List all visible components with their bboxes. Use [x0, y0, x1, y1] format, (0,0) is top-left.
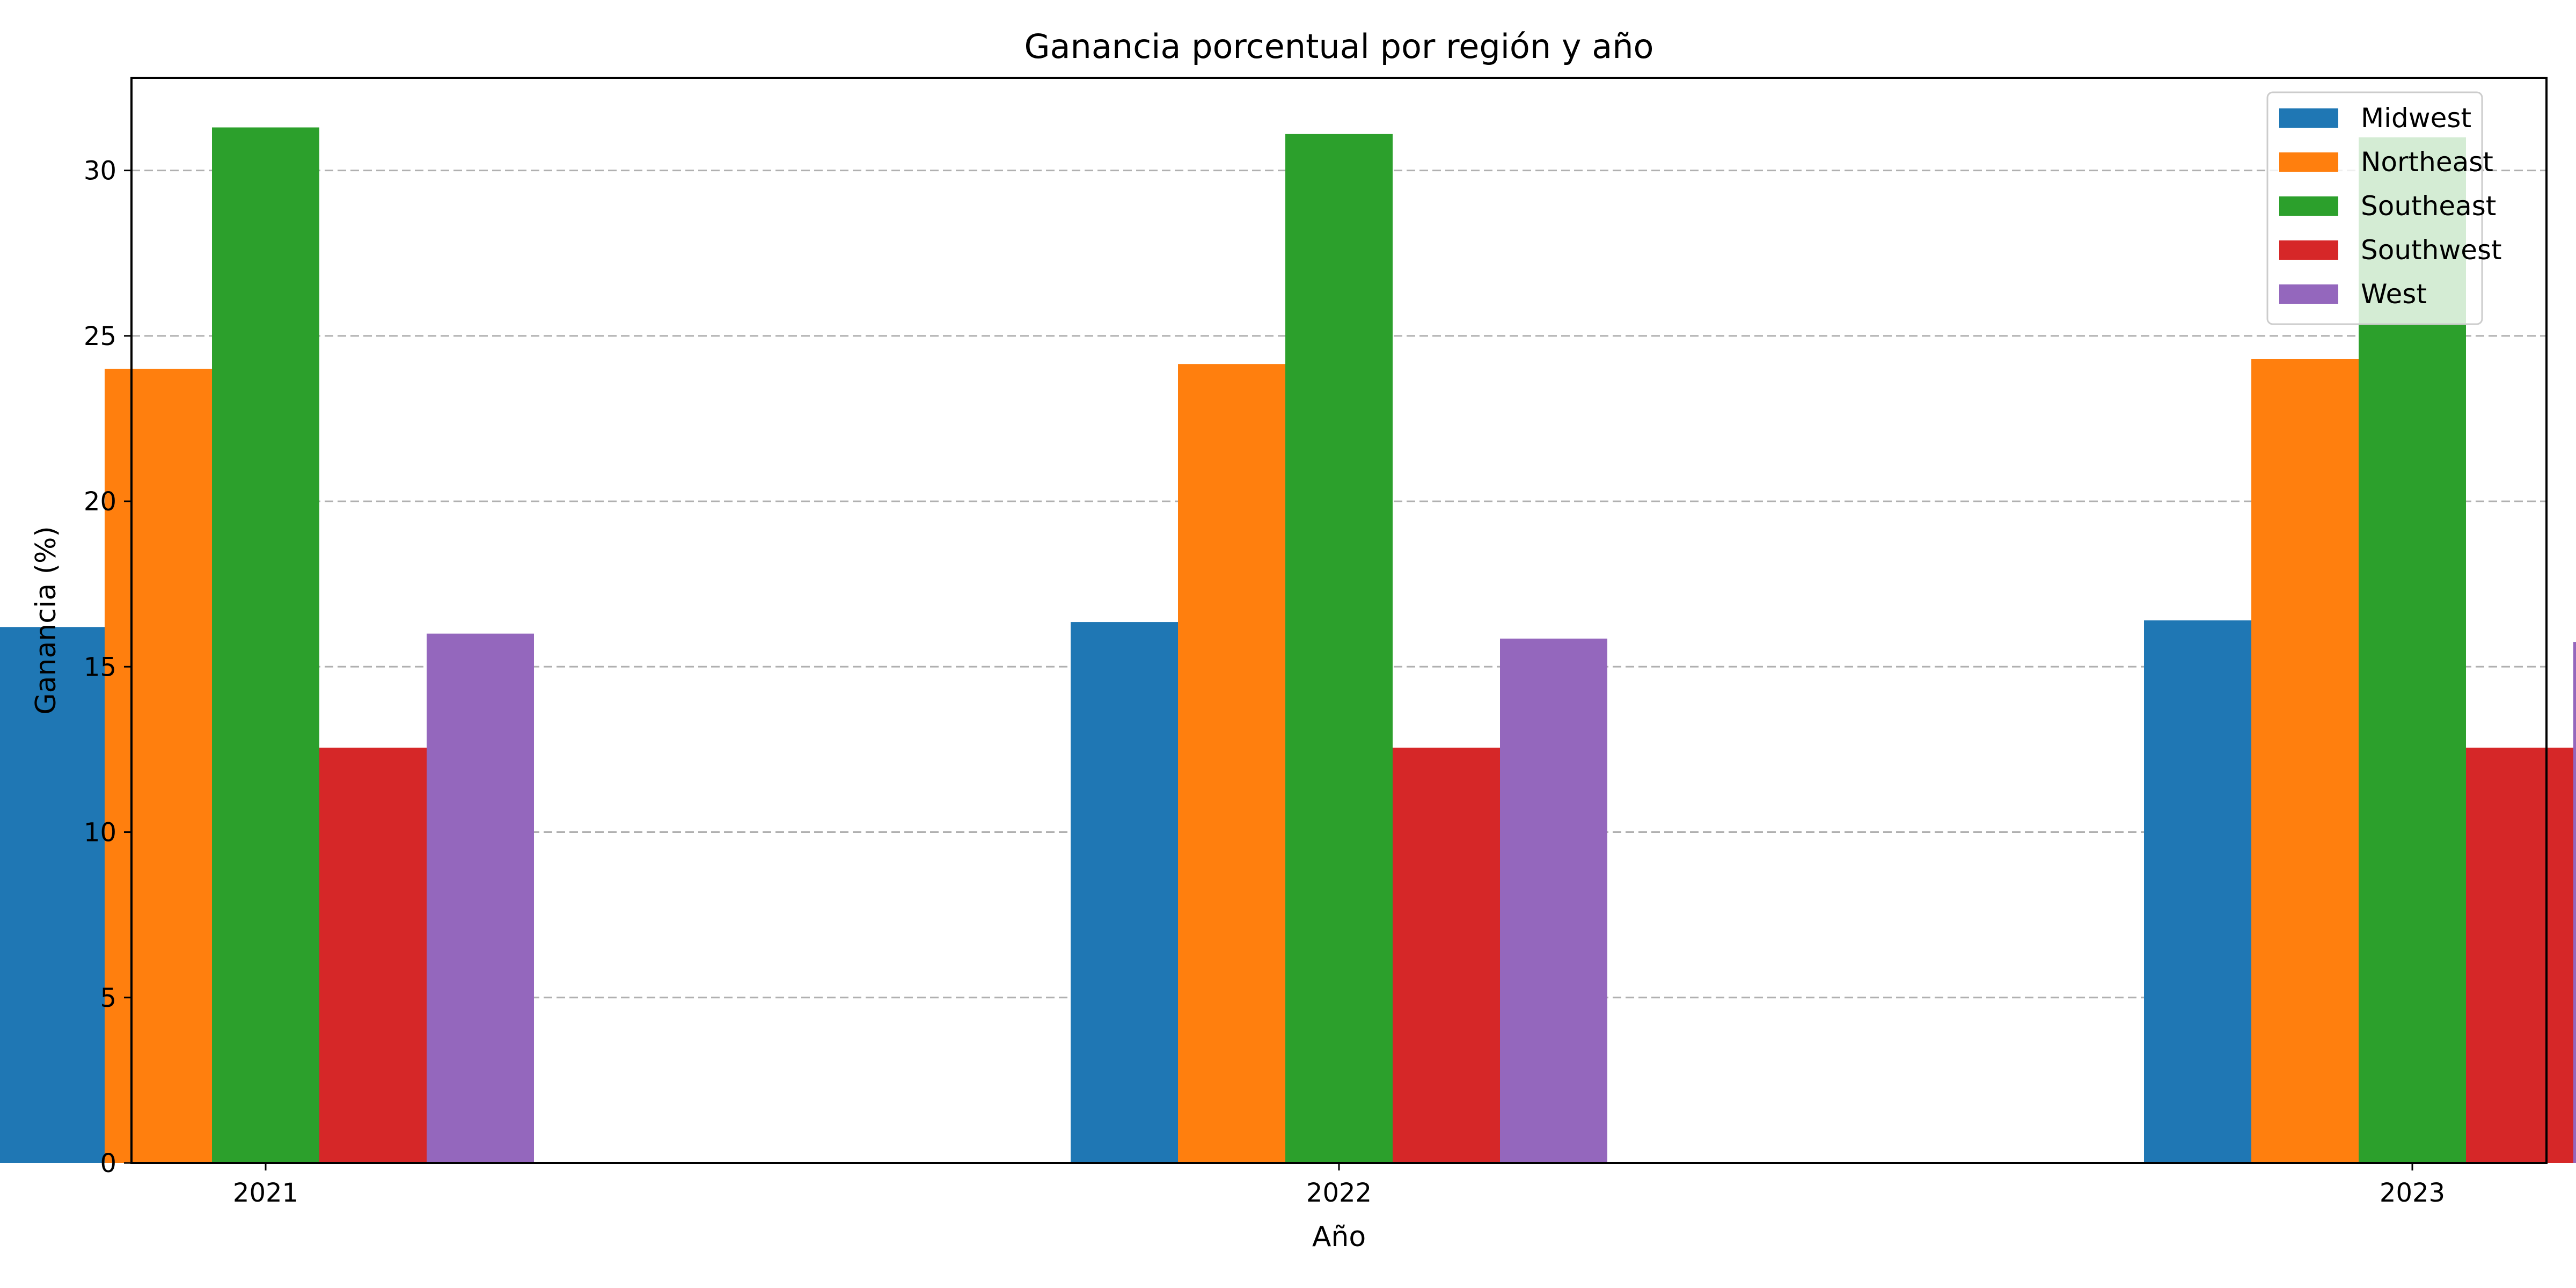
bars [0, 127, 2576, 1163]
bar-northeast-2022 [1178, 364, 1285, 1163]
bar-midwest-2021 [0, 627, 105, 1163]
y-tick-label: 25 [84, 321, 116, 352]
x-tick-label: 2021 [233, 1178, 298, 1208]
y-tick-label: 20 [84, 487, 116, 517]
y-axis-ticks: 0 5 10 15 20 25 30 [84, 156, 131, 1179]
y-tick-label: 15 [84, 652, 116, 682]
bar-west-2021 [427, 633, 534, 1163]
x-tick-label: 2023 [2380, 1178, 2445, 1208]
legend-label-midwest: Midwest [2361, 103, 2471, 134]
y-axis-label: Ganancia (%) [30, 526, 62, 714]
bar-west-2023 [2573, 642, 2576, 1163]
bar-southwest-2023 [2466, 748, 2573, 1163]
legend: Midwest Northeast Southeast Southwest West [2266, 91, 2502, 325]
bar-northeast-2023 [2251, 358, 2359, 1163]
legend-swatch-southwest [2279, 240, 2338, 260]
y-tick-label: 10 [84, 818, 116, 848]
bar-midwest-2022 [1071, 622, 1178, 1163]
legend-label-west: West [2361, 279, 2427, 310]
legend-swatch-west [2279, 284, 2338, 304]
y-tick-label: 0 [100, 1148, 116, 1179]
bar-southeast-2022 [1285, 134, 1393, 1163]
chart-title: Ganancia porcentual por región y año [1024, 27, 1653, 66]
x-axis-ticks: 2021 2022 2023 [233, 1163, 2445, 1208]
bar-west-2022 [1500, 638, 1607, 1163]
x-axis-label: Año [1312, 1221, 1366, 1253]
y-tick-label: 30 [84, 156, 116, 186]
legend-swatch-northeast [2279, 152, 2338, 172]
x-tick-label: 2022 [1306, 1178, 1372, 1208]
bar-southeast-2021 [212, 127, 319, 1163]
legend-label-northeast: Northeast [2361, 147, 2493, 178]
bar-southwest-2021 [319, 748, 427, 1163]
legend-swatch-midwest [2279, 108, 2338, 128]
bar-midwest-2023 [2144, 620, 2251, 1163]
legend-label-southwest: Southwest [2361, 235, 2502, 266]
legend-frame [2266, 91, 2483, 325]
legend-swatch-southeast [2279, 196, 2338, 216]
y-tick-label: 5 [100, 983, 116, 1013]
legend-label-southeast: Southeast [2361, 191, 2496, 222]
bar-southwest-2022 [1393, 748, 1500, 1163]
bar-northeast-2021 [105, 369, 212, 1163]
